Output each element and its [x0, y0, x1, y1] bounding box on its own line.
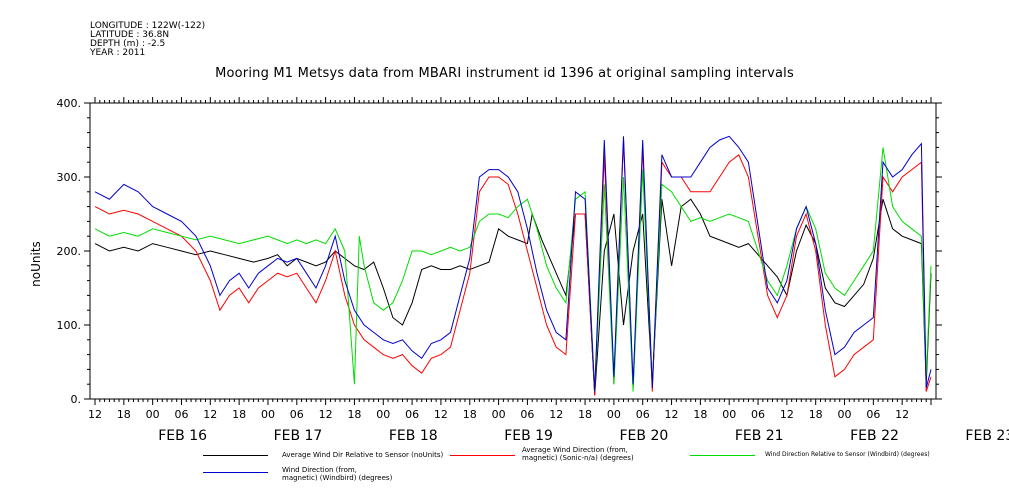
- x-hour-label: 00: [607, 408, 621, 421]
- x-day-label: FEB 21: [735, 428, 784, 444]
- x-day-label: FEB 16: [158, 428, 207, 444]
- x-hour-label: 00: [492, 408, 506, 421]
- x-hour-label: 18: [117, 408, 131, 421]
- legend-label-wind-direction-windbird-line2: magnetic) (Windbird) (degrees): [282, 474, 393, 482]
- x-hour-label: 18: [809, 408, 823, 421]
- latitude-text: LATITUDE : 36.8N: [90, 30, 170, 40]
- x-hour-label: 06: [174, 408, 188, 421]
- x-hour-label: 06: [866, 408, 880, 421]
- plot-frame: [89, 102, 937, 400]
- legend-label-wind-direction-windbird: Wind Direction (from, magnetic) (Windbir…: [282, 466, 392, 482]
- legend-label-wind-direction-windbird-line1: Wind Direction (from,: [282, 466, 357, 474]
- x-hour-label: 06: [405, 408, 419, 421]
- x-hour-label: 00: [376, 408, 390, 421]
- legend-swatch-green: [690, 455, 755, 456]
- y-tick-label: 200.: [57, 245, 82, 258]
- x-hour-label: 06: [751, 408, 765, 421]
- y-tick-label: 100.: [57, 319, 82, 332]
- x-hour-label: 18: [347, 408, 361, 421]
- x-hour-label: 12: [780, 408, 794, 421]
- legend-swatch-red: [450, 455, 515, 456]
- legend-swatch-black: [203, 455, 268, 456]
- series-line-0: [94, 198, 932, 396]
- series-line-1: [94, 139, 932, 396]
- x-hour-label: 12: [549, 408, 563, 421]
- chart-title: Mooring M1 Metsys data from MBARI instru…: [215, 66, 794, 81]
- x-day-label: FEB 22: [850, 428, 899, 444]
- legend-label-avg-wind-dir-relative: Average Wind Dir Relative to Sensor (noU…: [282, 451, 444, 459]
- x-hour-label: 00: [261, 408, 275, 421]
- x-day-label: FEB 17: [274, 428, 323, 444]
- x-hour-label: 12: [203, 408, 217, 421]
- x-hour-label: 00: [146, 408, 160, 421]
- x-day-label: FEB 20: [620, 428, 669, 444]
- y-tick-label: 400.: [57, 97, 82, 110]
- x-hour-label: 06: [636, 408, 650, 421]
- depth-text: DEPTH (m) : -2.5: [90, 39, 166, 49]
- legend-label-wind-direction-relative: Wind Direction Relative to Sensor (Windb…: [765, 451, 930, 458]
- legend-label-avg-wind-direction: Average Wind Direction (from, magnetic) …: [522, 446, 634, 462]
- x-day-label: FEB 23: [965, 428, 1009, 444]
- x-hour-label: 00: [838, 408, 852, 421]
- year-text: YEAR : 2011: [90, 48, 146, 58]
- x-hour-label: 12: [88, 408, 102, 421]
- series-line-2: [94, 147, 932, 392]
- y-tick-label: 0.: [71, 393, 82, 406]
- x-hour-label: 06: [520, 408, 534, 421]
- x-hour-label: 18: [232, 408, 246, 421]
- longitude-text: LONGITUDE : 122W(-122): [90, 21, 206, 31]
- series-line-3: [94, 135, 932, 392]
- x-hour-label: 18: [693, 408, 707, 421]
- x-hour-label: 00: [722, 408, 736, 421]
- legend-label-avg-wind-direction-line2: magnetic) (Sonic-n/a) (degrees): [522, 454, 634, 462]
- x-hour-label: 06: [290, 408, 304, 421]
- x-hour-label: 12: [319, 408, 333, 421]
- x-day-label: FEB 18: [389, 428, 438, 444]
- x-hour-label: 12: [895, 408, 909, 421]
- x-hour-label: 18: [463, 408, 477, 421]
- y-tick-label: 300.: [57, 171, 82, 184]
- x-day-label: FEB 19: [504, 428, 553, 444]
- metadata-block: LONGITUDE : 122W(-122) LATITUDE : 36.8N …: [90, 22, 205, 58]
- x-hour-label: 12: [665, 408, 679, 421]
- x-hour-label: 18: [578, 408, 592, 421]
- legend-label-avg-wind-direction-line1: Average Wind Direction (from,: [522, 446, 628, 454]
- x-hour-label: 12: [434, 408, 448, 421]
- legend-swatch-blue: [203, 472, 268, 473]
